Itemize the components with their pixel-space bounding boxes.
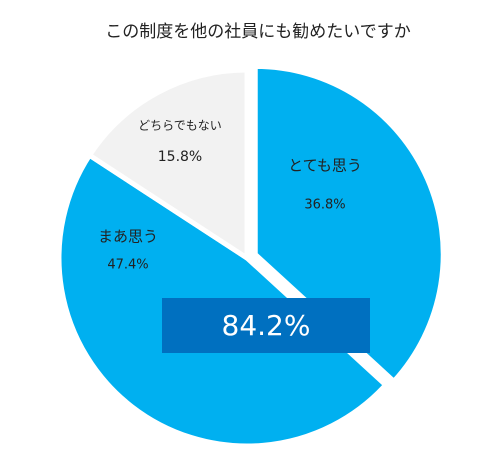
slice-label: まあ思う: [98, 228, 158, 246]
slice-label: どちらでもない: [138, 119, 222, 133]
pie-slice: [86, 67, 250, 263]
annotation: 84.2%: [222, 309, 311, 342]
slice-value-label: 36.8%: [304, 198, 345, 213]
annotation-box: [162, 298, 370, 353]
chart-title: この制度を他の社員にも勧めたいですか: [105, 22, 411, 42]
slice-value-label: 15.8%: [158, 149, 202, 165]
pie-slice: [252, 63, 446, 385]
slice-label: とても思う: [288, 157, 362, 175]
slice-value-label: 47.4%: [107, 258, 148, 273]
